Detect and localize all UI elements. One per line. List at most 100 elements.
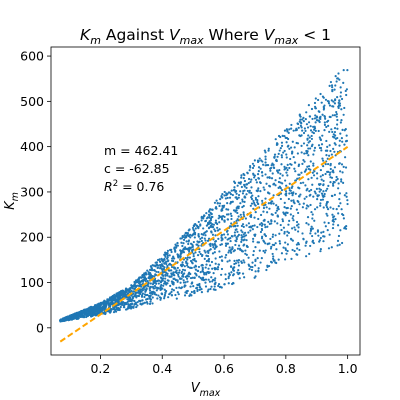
data-point	[233, 259, 236, 262]
data-point	[216, 268, 219, 271]
data-point	[149, 294, 152, 297]
data-point	[214, 207, 217, 210]
data-point	[259, 181, 262, 185]
data-point	[283, 165, 286, 168]
data-point	[337, 101, 340, 104]
data-point	[213, 228, 216, 231]
data-point	[300, 134, 303, 137]
data-point	[340, 180, 343, 183]
data-point	[198, 286, 201, 289]
data-point	[193, 236, 196, 239]
data-point	[178, 286, 181, 289]
data-point	[252, 240, 255, 243]
data-point	[332, 133, 335, 136]
data-point	[289, 213, 292, 216]
y-axis-label-text-part: K	[3, 200, 18, 210]
data-point	[333, 193, 336, 196]
data-point	[334, 74, 337, 78]
data-point	[165, 262, 168, 266]
data-point	[232, 273, 235, 276]
data-point	[314, 232, 317, 235]
data-point	[266, 176, 269, 179]
data-point	[214, 221, 217, 224]
data-point	[159, 276, 163, 279]
data-point	[297, 163, 301, 166]
data-point	[121, 292, 124, 296]
data-point	[278, 185, 281, 188]
data-point	[313, 127, 317, 130]
data-point	[332, 215, 335, 219]
data-point	[176, 242, 179, 245]
data-point	[188, 228, 191, 231]
data-point	[90, 315, 93, 318]
data-point	[322, 206, 325, 209]
data-point	[205, 263, 208, 266]
data-point	[216, 202, 219, 205]
data-point	[331, 135, 335, 138]
data-point	[247, 256, 250, 259]
data-point	[338, 162, 341, 165]
data-point	[313, 149, 316, 152]
data-point	[183, 294, 187, 297]
data-point	[336, 224, 340, 227]
data-point	[341, 140, 344, 143]
data-point	[342, 69, 345, 72]
data-point	[345, 134, 348, 137]
data-point	[322, 230, 325, 233]
data-point	[269, 166, 273, 170]
data-point	[238, 271, 241, 275]
data-point	[345, 139, 349, 142]
data-point	[207, 288, 210, 291]
data-point	[160, 263, 164, 266]
data-point	[224, 256, 227, 259]
data-point	[309, 232, 312, 235]
data-point	[323, 123, 327, 127]
r-squared-exponent: 2	[113, 179, 118, 189]
data-point	[335, 112, 338, 116]
data-point	[240, 240, 243, 243]
data-point	[143, 285, 146, 288]
data-point	[321, 194, 324, 197]
data-point	[289, 162, 292, 166]
data-point	[237, 215, 240, 218]
data-point	[286, 243, 289, 246]
plot-area	[59, 69, 349, 343]
data-point	[185, 261, 188, 264]
data-point	[283, 149, 286, 153]
data-point	[321, 113, 324, 116]
data-point	[281, 218, 284, 221]
data-point	[189, 233, 192, 236]
data-point	[248, 225, 251, 229]
data-point	[117, 295, 121, 298]
data-point	[166, 252, 169, 255]
data-point	[302, 120, 305, 123]
data-point	[340, 163, 344, 166]
data-point	[227, 251, 230, 254]
data-point	[180, 241, 183, 244]
data-point	[243, 185, 246, 188]
data-point	[307, 147, 310, 150]
data-point	[276, 142, 279, 145]
data-point	[335, 175, 338, 179]
data-point	[339, 95, 342, 98]
data-point	[340, 108, 343, 111]
data-point	[301, 129, 304, 132]
data-point	[156, 266, 160, 269]
data-point	[166, 282, 169, 285]
data-point	[237, 269, 240, 272]
data-point	[229, 212, 232, 215]
data-point	[196, 224, 199, 228]
data-point	[232, 189, 236, 192]
data-point	[307, 154, 310, 157]
data-point	[304, 244, 307, 247]
data-point	[269, 260, 273, 263]
data-point	[336, 123, 339, 126]
data-point	[155, 270, 158, 273]
data-point	[238, 277, 241, 280]
data-point	[311, 234, 314, 238]
data-point	[342, 181, 345, 184]
data-point	[202, 278, 206, 281]
data-point	[313, 208, 317, 211]
data-point	[339, 91, 343, 94]
